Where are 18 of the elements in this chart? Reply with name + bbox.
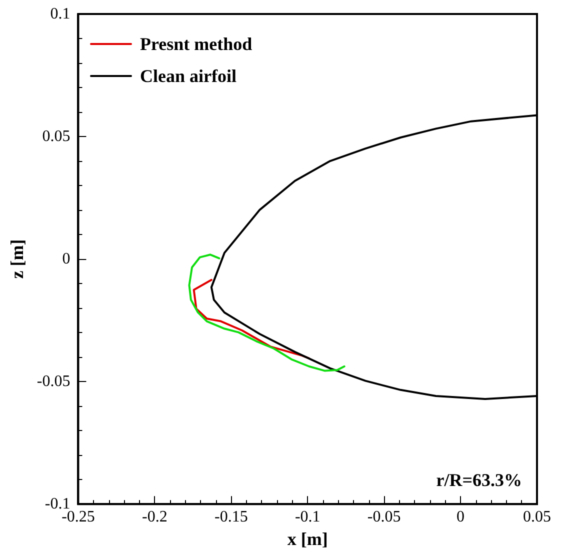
x-tick-label: -0.2 [142, 508, 168, 526]
x-tick-label: -0.25 [62, 508, 95, 526]
x-tick-label: 0 [456, 508, 465, 526]
annotation: r/R=63.3% [436, 470, 522, 490]
y-tick-label: 0.1 [50, 6, 70, 22]
line-series [188, 254, 346, 372]
x-tick-label: 0.05 [523, 508, 551, 526]
y-axis-title: z [m] [7, 239, 27, 279]
line-series [192, 278, 310, 360]
y-tick-label: 0 [62, 250, 70, 268]
legend-label: Clean airfoil [140, 66, 236, 86]
x-tick-label: -0.1 [294, 508, 320, 526]
y-tick-label: 0.05 [42, 128, 70, 146]
y-tick-label: -0.05 [36, 373, 70, 390]
x-tick-label: -0.05 [367, 508, 401, 526]
x-axis-title: x [m] [287, 529, 328, 549]
legend-label: Presnt method [140, 34, 252, 54]
x-tick-label: -0.15 [214, 508, 248, 526]
